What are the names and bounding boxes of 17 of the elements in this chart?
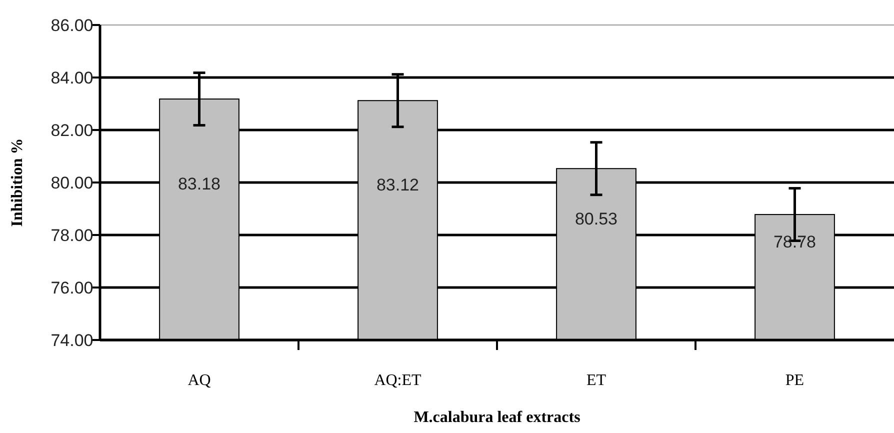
x-tick-label: PE — [785, 372, 804, 389]
y-tick-label: 86.00 — [50, 16, 94, 35]
y-tick-label: 84.00 — [50, 68, 94, 88]
y-tick-label: 82.00 — [50, 120, 94, 140]
x-tick-label: AQ — [188, 372, 212, 389]
y-tick-label: 78.00 — [50, 226, 94, 245]
y-axis-title: Inhibition % — [9, 138, 26, 227]
data-label: 83.18 — [178, 174, 221, 194]
y-tick-label: 74.00 — [50, 330, 94, 350]
data-label: 83.12 — [376, 175, 420, 194]
y-tick-label: 80.00 — [50, 173, 94, 192]
x-tick-label: AQ:ET — [374, 372, 422, 389]
y-tick-label: 76.00 — [50, 278, 94, 298]
x-axis-title: M.calabura leaf extracts — [414, 409, 580, 426]
x-tick-label: ET — [586, 372, 606, 389]
data-label: 78.78 — [773, 232, 816, 252]
data-label: 80.53 — [574, 209, 618, 228]
